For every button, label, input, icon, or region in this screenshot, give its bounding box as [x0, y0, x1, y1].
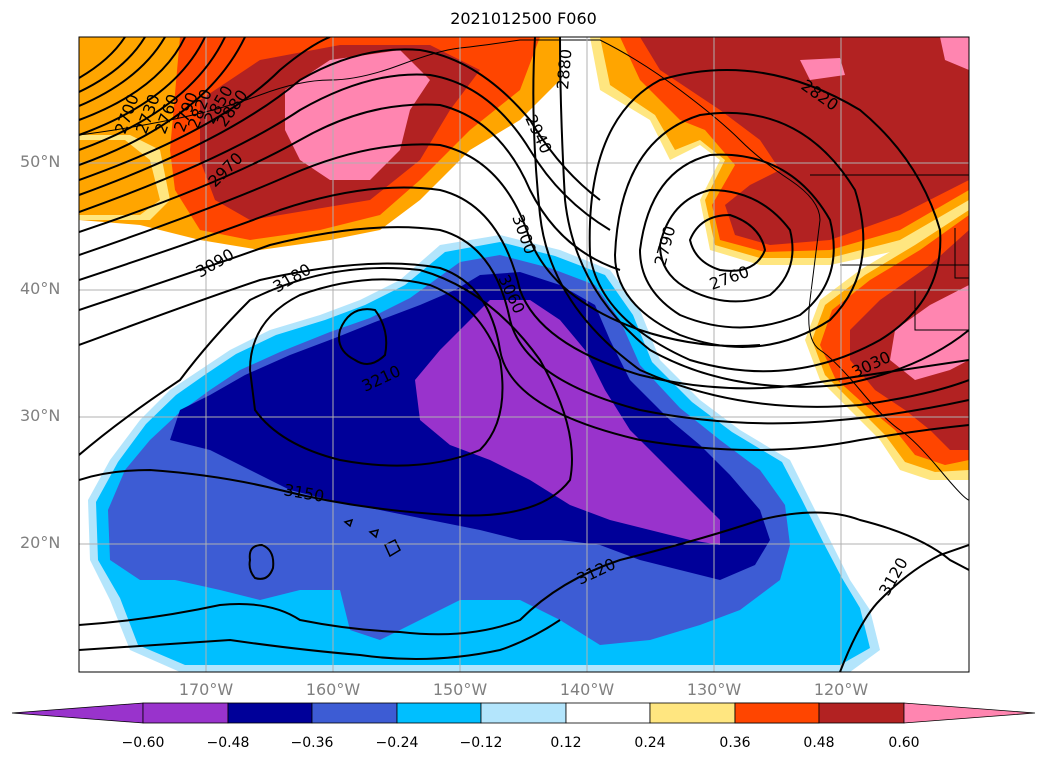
contour-2910: [79, 37, 331, 181]
fill-orange-west: [79, 140, 160, 215]
na-west-coast: [808, 219, 969, 501]
contour-2850-low: [613, 111, 865, 348]
lat-label: 50°N: [20, 152, 61, 171]
colorbar-bin: [227, 702, 313, 724]
contour-3180: [248, 278, 504, 467]
map-frame: [78, 36, 970, 673]
lat-label: 20°N: [20, 533, 61, 552]
height-contours: [79, 37, 969, 672]
contour-2790-low: [658, 188, 794, 303]
contour-3090-south: [79, 619, 561, 660]
lon-label: 140°W: [559, 680, 615, 699]
contour-2760: [79, 37, 166, 107]
colorbar-tick-label: −0.48: [206, 735, 250, 751]
contour-3150: [79, 267, 573, 517]
colorbar-bin: [396, 702, 482, 724]
colorbar-bin: [649, 702, 736, 724]
contour-2880-low: [588, 69, 942, 373]
map-area: 2700 2730 2760 2790 2820 2850 2880 2970 …: [79, 37, 969, 672]
colorbar-tick-label: −0.60: [121, 735, 165, 751]
colorbar-tick-label: 0.36: [719, 735, 751, 751]
lat-label: 40°N: [20, 279, 61, 298]
lon-label: 150°W: [432, 680, 488, 699]
contour-2850: [79, 37, 226, 151]
contour-2940-low: [532, 37, 969, 408]
colorbar-tick-label: 0.48: [803, 735, 835, 751]
colorbar-bin: [311, 702, 398, 724]
contour-2730: [79, 37, 146, 93]
colorbar-bin: [734, 702, 820, 724]
contour-2970: [79, 73, 611, 231]
contour-2940: [79, 48, 601, 201]
colorbar-tick-label: −0.24: [375, 735, 419, 751]
fill-darkred-ne: [640, 37, 969, 245]
colorbar-bin: [565, 702, 651, 724]
colorbar-tick-label: 0.60: [888, 735, 920, 751]
colorbar-bin: [480, 702, 567, 724]
contour-3090: [79, 226, 969, 425]
colorbar-tick-label: 0.12: [550, 735, 582, 751]
contour-2820: [79, 37, 206, 136]
map-title: 2021012500 F060: [450, 9, 597, 28]
lon-label: 170°W: [178, 680, 234, 699]
oahu-island: [343, 518, 354, 528]
positive-anomaly-north: [79, 37, 560, 250]
contour-3240: [248, 543, 275, 580]
contour-3030: [79, 143, 761, 347]
contour-3210-outer: [338, 308, 388, 365]
contour-2910-low: [559, 37, 969, 388]
colorbar-bin: [142, 702, 229, 724]
colorbar-extend-right: [903, 702, 1036, 724]
lon-label: 160°W: [305, 680, 361, 699]
colorbar-bin: [818, 702, 905, 724]
hawaii-island: [384, 538, 401, 558]
contour-2790: [79, 37, 186, 121]
colorbar-extend-left: [11, 702, 144, 724]
lon-label: 130°W: [686, 680, 742, 699]
contour-2880: [79, 37, 246, 166]
colorbar-tick-label: 0.24: [634, 735, 666, 751]
positive-anomaly-northeast: [590, 37, 969, 265]
contour-3120-north: [79, 262, 969, 451]
colorbar-tick-label: −0.12: [459, 735, 503, 751]
contour-3000: [79, 103, 621, 271]
contour-3120-se: [839, 544, 969, 672]
maui-island: [368, 528, 380, 539]
contour-2760-low: [688, 213, 767, 272]
contour-3060: [79, 186, 969, 390]
contour-2820-low: [638, 153, 835, 329]
lat-label: 30°N: [20, 406, 61, 425]
hawaii-islands: [343, 518, 401, 558]
contour-label: 2880: [553, 48, 575, 90]
colorbar: [11, 702, 1036, 724]
contour-3120-south: [79, 511, 969, 636]
contour-2700: [79, 37, 126, 79]
lon-label: 120°W: [813, 680, 869, 699]
fill-pink-se: [890, 285, 969, 380]
fill-pink-ne2: [940, 37, 969, 70]
negative-anomaly-pacific: [88, 235, 880, 672]
colorbar-tick-label: −0.36: [290, 735, 334, 751]
fill-pink-ne: [800, 58, 845, 80]
positive-anomaly-southeast: [805, 205, 969, 480]
